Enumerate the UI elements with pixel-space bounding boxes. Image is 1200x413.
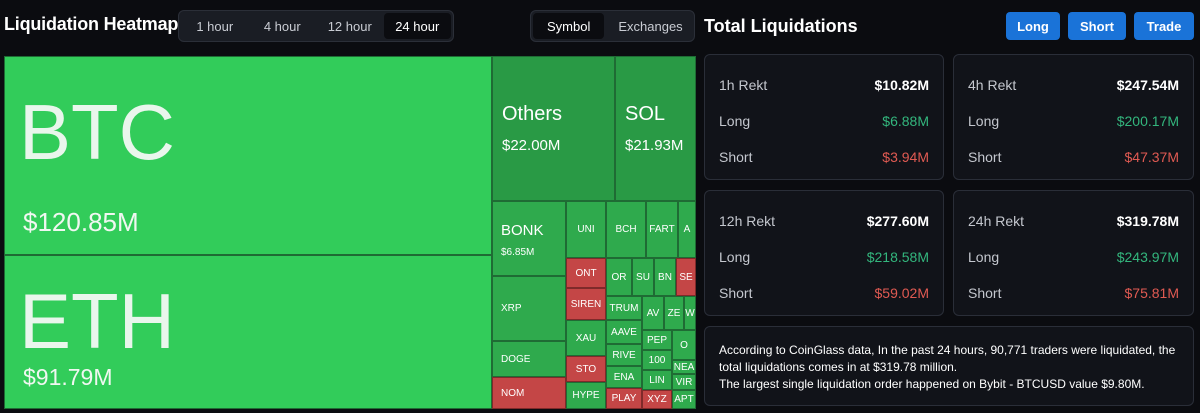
long-value: $218.58M	[866, 249, 929, 265]
heatmap-tile-xrp[interactable]: XRP	[492, 276, 566, 341]
heatmap-tile-ena[interactable]: ENA	[606, 366, 642, 388]
rekt-card-1h: 1h Rekt $10.82M Long $6.88M Short $3.94M	[704, 54, 944, 180]
rekt-card-4h: 4h Rekt $247.54M Long $200.17M Short $47…	[953, 54, 1194, 180]
heatmap-tile-play[interactable]: PLAY	[606, 388, 642, 409]
heatmap-tile-aave[interactable]: AAVE	[606, 320, 642, 344]
heatmap-tile-trum[interactable]: TRUM	[606, 296, 642, 320]
tile-symbol: BTC	[19, 88, 175, 176]
heatmap-tile-100[interactable]: 100	[642, 350, 672, 370]
rekt-card-12h: 12h Rekt $277.60M Long $218.58M Short $5…	[704, 190, 944, 316]
rekt-card-24h: 24h Rekt $319.78M Long $243.97M Short $7…	[953, 190, 1194, 316]
tile-value: $91.79M	[23, 364, 113, 390]
long-value: $6.88M	[882, 113, 929, 129]
heatmap-tile-xau[interactable]: XAU	[566, 320, 606, 356]
heatmap-tile-ont[interactable]: ONT	[566, 258, 606, 288]
long-label: Long	[968, 249, 1000, 265]
long-label: Long	[719, 113, 751, 129]
heatmap-tile-doge[interactable]: DOGE	[492, 341, 566, 377]
card-total: $319.78M	[1116, 213, 1179, 229]
card-label: 1h Rekt	[719, 77, 768, 93]
view-option-exchanges[interactable]: Exchanges	[618, 18, 683, 34]
card-total: $10.82M	[874, 77, 929, 93]
time-option-12h[interactable]: 12 hour	[327, 18, 372, 34]
tile-symbol: SOL	[625, 103, 666, 125]
heatmap-title: Liquidation Heatmap	[4, 14, 179, 34]
short-label: Short	[719, 285, 753, 301]
time-option-1h[interactable]: 1 hour	[196, 18, 234, 34]
card-label: 12h Rekt	[719, 213, 776, 229]
tile-symbol: BONK	[501, 222, 544, 239]
heatmap-tile-siren[interactable]: SIREN	[566, 288, 606, 320]
tile-symbol: Others	[502, 103, 563, 125]
long-value: $243.97M	[1116, 249, 1179, 265]
long-value: $200.17M	[1116, 113, 1179, 129]
short-label: Short	[719, 149, 753, 165]
heatmap-tile-xyz[interactable]: XYZ	[642, 390, 672, 409]
tile-symbol: ETH	[19, 277, 175, 365]
card-label: 24h Rekt	[968, 213, 1025, 229]
heatmap-tile-apt[interactable]: APT	[672, 390, 696, 409]
heatmap-tile-pep[interactable]: PEP	[642, 330, 672, 350]
heatmap-tile-eth[interactable]: ETH $91.79M	[4, 255, 492, 409]
time-option-4h[interactable]: 4 hour	[263, 18, 301, 34]
heatmap-tile-btc[interactable]: BTC $120.85M	[4, 56, 492, 255]
card-total: $277.60M	[866, 213, 929, 229]
heatmap-tile-nea[interactable]: NEA	[672, 360, 696, 374]
summary-text: According to CoinGlass data, In the past…	[719, 343, 1176, 374]
heatmap-tile-fart[interactable]: FART	[646, 201, 678, 258]
view-mode-selector: Symbol Exchanges	[530, 10, 695, 42]
heatmap-tile-sol[interactable]: SOL $21.93M	[615, 56, 696, 201]
heatmap-tile-sto[interactable]: STO	[566, 356, 606, 382]
long-label: Long	[968, 113, 1000, 129]
heatmap-tile-others[interactable]: Others $22.00M	[492, 56, 615, 201]
heatmap-tile-vir[interactable]: VIR	[672, 374, 696, 390]
heatmap-tile-or[interactable]: OR	[606, 258, 632, 296]
heatmap-tile-lin[interactable]: LIN	[642, 370, 672, 390]
short-button[interactable]: Short	[1068, 12, 1126, 40]
long-button[interactable]: Long	[1006, 12, 1060, 40]
heatmap-tile-nom[interactable]: NOM	[492, 377, 566, 409]
short-label: Short	[968, 149, 1002, 165]
heatmap-tile-hype[interactable]: HYPE	[566, 382, 606, 409]
heatmap-tile-av[interactable]: AV	[642, 296, 664, 330]
heatmap-tile-su[interactable]: SU	[632, 258, 654, 296]
tile-value: $21.93M	[625, 137, 684, 154]
short-value: $75.81M	[1124, 285, 1179, 301]
time-range-selector: 1 hour 4 hour 12 hour 24 hour	[178, 10, 454, 42]
time-option-24h[interactable]: 24 hour	[383, 13, 451, 39]
tile-value: $22.00M	[502, 137, 561, 154]
tile-value: $120.85M	[23, 207, 139, 237]
short-value: $47.37M	[1124, 149, 1179, 165]
heatmap-tile-ze[interactable]: ZE	[664, 296, 684, 330]
tile-value: $6.85M	[501, 247, 535, 258]
short-value: $3.94M	[882, 149, 929, 165]
view-option-symbol[interactable]: Symbol	[533, 13, 605, 39]
long-label: Long	[719, 249, 751, 265]
card-total: $247.54M	[1116, 77, 1179, 93]
liquidation-summary: According to CoinGlass data, In the past…	[704, 326, 1194, 406]
heatmap-tile-bn[interactable]: BN	[654, 258, 676, 296]
heatmap-tile-o[interactable]: O	[672, 330, 696, 360]
trade-button[interactable]: Trade	[1134, 12, 1194, 40]
heatmap-tile-a[interactable]: A	[678, 201, 696, 258]
card-label: 4h Rekt	[968, 77, 1017, 93]
total-liquidations-title: Total Liquidations	[704, 16, 858, 36]
heatmap-tile-bonk[interactable]: BONK $6.85M	[492, 201, 566, 276]
heatmap-tile-bch[interactable]: BCH	[606, 201, 646, 258]
heatmap-tile-rive[interactable]: RIVE	[606, 344, 642, 366]
heatmap-tile-uni[interactable]: UNI	[566, 201, 606, 258]
short-value: $59.02M	[874, 285, 929, 301]
liquidation-heatmap: BTC $120.85M ETH $91.79M Others $22.00M …	[4, 56, 696, 409]
short-label: Short	[968, 285, 1002, 301]
heatmap-tile-w[interactable]: W	[684, 296, 696, 330]
summary-largest-order: The largest single liquidation order hap…	[719, 377, 1145, 391]
heatmap-tile-se[interactable]: SE	[676, 258, 696, 296]
